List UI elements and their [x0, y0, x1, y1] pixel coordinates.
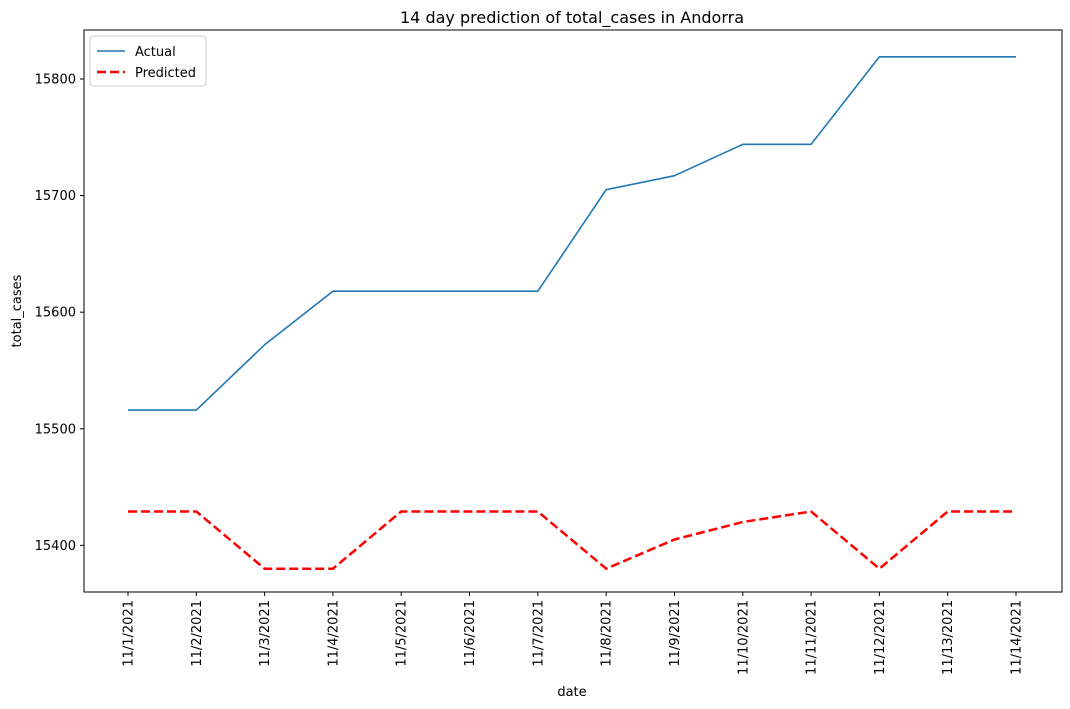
- y-tick-label: 15800: [35, 72, 76, 87]
- series-layer: [128, 55, 1016, 570]
- x-axis-label: date: [557, 685, 586, 700]
- x-tick-label: 11/11/2021: [805, 600, 820, 675]
- legend-label-actual: Actual: [135, 45, 176, 60]
- plot-frame: [83, 29, 1063, 593]
- y-tick-label: 15700: [35, 189, 76, 204]
- x-tick-label: 11/5/2021: [395, 600, 410, 667]
- x-tick-label: 11/3/2021: [258, 600, 273, 667]
- legend-box: [89, 35, 207, 87]
- x-tick-label: 11/13/2021: [941, 600, 956, 675]
- x-tick-label: 11/7/2021: [531, 600, 546, 667]
- plot-area: [83, 29, 1063, 593]
- x-tick-label: 11/4/2021: [326, 600, 341, 667]
- series-line-actual: [128, 55, 1016, 411]
- y-axis: 15400 15500 15600 15700 15800: [35, 72, 84, 554]
- y-tick-label: 15600: [35, 306, 76, 321]
- series-line-predicted: [128, 510, 1016, 570]
- x-tick-label: 11/2/2021: [190, 600, 205, 667]
- x-tick-label: 11/14/2021: [1010, 600, 1025, 675]
- x-tick-label: 11/6/2021: [463, 600, 478, 667]
- legend: Actual Predicted: [89, 35, 207, 87]
- x-tick-label: 11/12/2021: [873, 600, 888, 675]
- y-tick-label: 15400: [35, 539, 76, 554]
- x-tick-label: 11/8/2021: [600, 600, 615, 667]
- x-tick-label: 11/9/2021: [668, 600, 683, 667]
- legend-label-predicted: Predicted: [135, 66, 196, 81]
- x-tick-label: 11/10/2021: [736, 600, 751, 675]
- x-tick-label: 11/1/2021: [122, 600, 137, 667]
- x-axis: 11/1/2021 11/2/2021 11/3/2021 11/4/2021 11/5…: [122, 592, 1025, 675]
- y-tick-label: 15500: [35, 422, 76, 437]
- chart-title: 14 day prediction of total_cases in Ando…: [400, 8, 744, 28]
- y-axis-label: total_cases: [10, 274, 25, 347]
